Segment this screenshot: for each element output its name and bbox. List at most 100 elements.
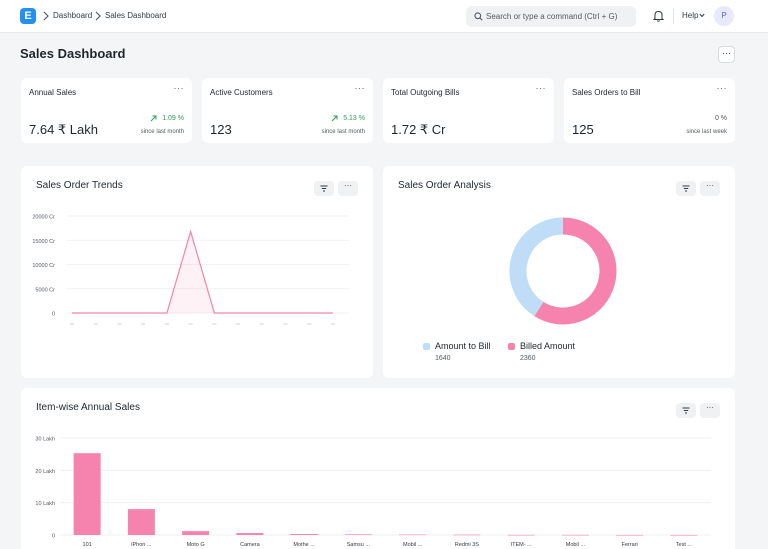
number-card-annual-sales: Annual Sales ··· 7.64 ₹ Lakh 1.09 % sinc…	[21, 78, 192, 143]
page-menu-button[interactable]: ···	[718, 46, 735, 63]
chevron-right-icon	[95, 11, 101, 21]
card-since: since last month	[321, 129, 365, 135]
legend-value-billed-amount: 2360	[520, 355, 536, 362]
card-value: 125	[572, 122, 594, 137]
card-title: Active Customers	[210, 88, 273, 97]
card-title: Sales Orders to Bill	[572, 88, 641, 97]
x-tick-label: Redmi 3S	[455, 542, 479, 548]
x-tick-label: ITEM- ...	[511, 542, 533, 548]
bar[interactable]	[561, 534, 589, 536]
legend-label-amount-to-bill: Amount to Bill	[435, 341, 491, 351]
card-menu-button[interactable]: ···	[173, 83, 184, 93]
chevron-right-icon	[43, 11, 49, 21]
trend-up-icon	[150, 115, 157, 122]
user-avatar[interactable]: P	[714, 6, 734, 26]
app-logo[interactable]: E	[20, 8, 36, 24]
bar[interactable]	[616, 534, 644, 536]
bar[interactable]	[290, 534, 318, 535]
breadcrumb-sales-dashboard[interactable]: Sales Dashboard	[105, 11, 167, 20]
legend-value-amount-to-bill: 1640	[435, 355, 451, 362]
legend-label-billed-amount: Billed Amount	[520, 341, 576, 351]
y-tick-label: 10 Lakh	[35, 501, 55, 507]
x-tick-label: 101	[83, 542, 92, 548]
y-tick-label: 10000 Cr	[32, 263, 55, 269]
card-since: since last week	[686, 129, 727, 135]
help-dropdown[interactable]: Help	[682, 11, 699, 20]
number-card-sales-orders-to-bill: Sales Orders to Bill ··· 125 0 % since l…	[564, 78, 735, 143]
donut-slice-billed-amount[interactable]	[534, 217, 617, 325]
card-change: 1.09 %	[162, 115, 184, 122]
chart-menu-button[interactable]: ···	[338, 181, 358, 196]
bar[interactable]	[670, 534, 698, 536]
y-tick-label: 20000 Cr	[32, 215, 55, 221]
bar[interactable]	[507, 534, 535, 536]
card-title: Total Outgoing Bills	[391, 88, 460, 97]
bar[interactable]	[344, 534, 372, 535]
y-tick-label: 20 Lakh	[35, 469, 55, 475]
card-since: since last month	[140, 129, 184, 135]
legend-swatch-billed-amount	[508, 343, 515, 350]
trend-up-icon	[331, 115, 338, 122]
series-line	[72, 229, 333, 314]
bar-chart: 30 Lakh 20 Lakh 10 Lakh 0 101 iPhon ... Moto G…	[35, 437, 711, 548]
page-title: Sales Dashboard	[20, 46, 126, 61]
x-tick-label: iPhon ...	[131, 542, 152, 548]
card-menu-button[interactable]: ···	[716, 83, 727, 93]
bar[interactable]	[236, 533, 264, 535]
x-tick-label: Mothe ...	[293, 542, 315, 548]
bar[interactable]	[73, 453, 101, 535]
y-tick-label: 15000 Cr	[32, 239, 55, 245]
card-menu-button[interactable]: ···	[535, 83, 546, 93]
notification-bell-icon[interactable]	[653, 10, 664, 22]
filter-icon	[682, 407, 690, 414]
search-placeholder: Search or type a command (Ctrl + G)	[486, 12, 618, 21]
line-chart: 20000 Cr 15000 Cr 10000 Cr 5000 Cr 0	[32, 215, 349, 325]
search-icon	[474, 12, 483, 21]
filter-button[interactable]	[676, 403, 696, 418]
donut-chart	[509, 217, 617, 325]
x-tick-label: Mobil ...	[566, 542, 586, 548]
card-value: 1.72 ₹ Cr	[391, 122, 446, 137]
chart-card-sales-order-trends: Sales Order Trends ··· 20000 Cr 15000 Cr 1…	[21, 166, 373, 378]
y-tick-label: 5000 Cr	[35, 287, 55, 293]
card-value: 123	[210, 122, 232, 137]
search-input[interactable]: Search or type a command (Ctrl + G)	[466, 6, 636, 27]
card-menu-button[interactable]: ···	[354, 83, 365, 93]
card-value: 7.64 ₹ Lakh	[29, 122, 98, 137]
chart-card-item-wise-annual-sales: Item-wise Annual Sales ··· 30 Lakh 20 Lak…	[21, 388, 735, 549]
filter-button[interactable]	[676, 181, 696, 196]
card-title: Annual Sales	[29, 88, 77, 97]
bar[interactable]	[399, 534, 427, 536]
y-tick-label: 0	[52, 534, 55, 540]
x-tick-label: Ferrari	[622, 542, 638, 548]
filter-button[interactable]	[314, 181, 334, 196]
x-tick-label: Moto G	[187, 542, 205, 548]
bar[interactable]	[182, 531, 210, 535]
chart-title: Sales Order Trends	[36, 180, 123, 191]
navbar-divider	[673, 9, 674, 24]
x-tick-label: Camera	[240, 542, 261, 548]
bar[interactable]	[127, 509, 155, 535]
x-tick-label: Mobil ...	[403, 542, 423, 548]
chart-title: Item-wise Annual Sales	[36, 402, 140, 413]
bar[interactable]	[453, 534, 481, 536]
chart-card-sales-order-analysis: Sales Order Analysis ··· Amount to Bill …	[383, 166, 735, 378]
number-card-total-outgoing-bills: Total Outgoing Bills ··· 1.72 ₹ Cr	[383, 78, 554, 143]
chart-menu-button[interactable]: ···	[700, 181, 720, 196]
chart-title: Sales Order Analysis	[398, 180, 491, 191]
card-change: 5.13 %	[343, 115, 365, 122]
navbar: E Dashboard Sales Dashboard Search or ty…	[0, 0, 768, 33]
number-card-active-customers: Active Customers ··· 123 5.13 % since la…	[202, 78, 373, 143]
donut-slice-amount-to-bill[interactable]	[509, 217, 564, 317]
chevron-down-icon[interactable]	[699, 13, 705, 18]
filter-icon	[320, 185, 328, 192]
x-tick-label: Test ...	[676, 542, 693, 548]
filter-icon	[682, 185, 690, 192]
chart-menu-button[interactable]: ···	[700, 403, 720, 418]
y-tick-label: 0	[52, 312, 55, 318]
legend-swatch-amount-to-bill	[423, 343, 430, 350]
y-tick-label: 30 Lakh	[35, 437, 55, 443]
card-change: 0 %	[714, 115, 727, 122]
breadcrumb-dashboard[interactable]: Dashboard	[53, 11, 93, 20]
x-tick-label: Samsu ...	[347, 542, 371, 548]
